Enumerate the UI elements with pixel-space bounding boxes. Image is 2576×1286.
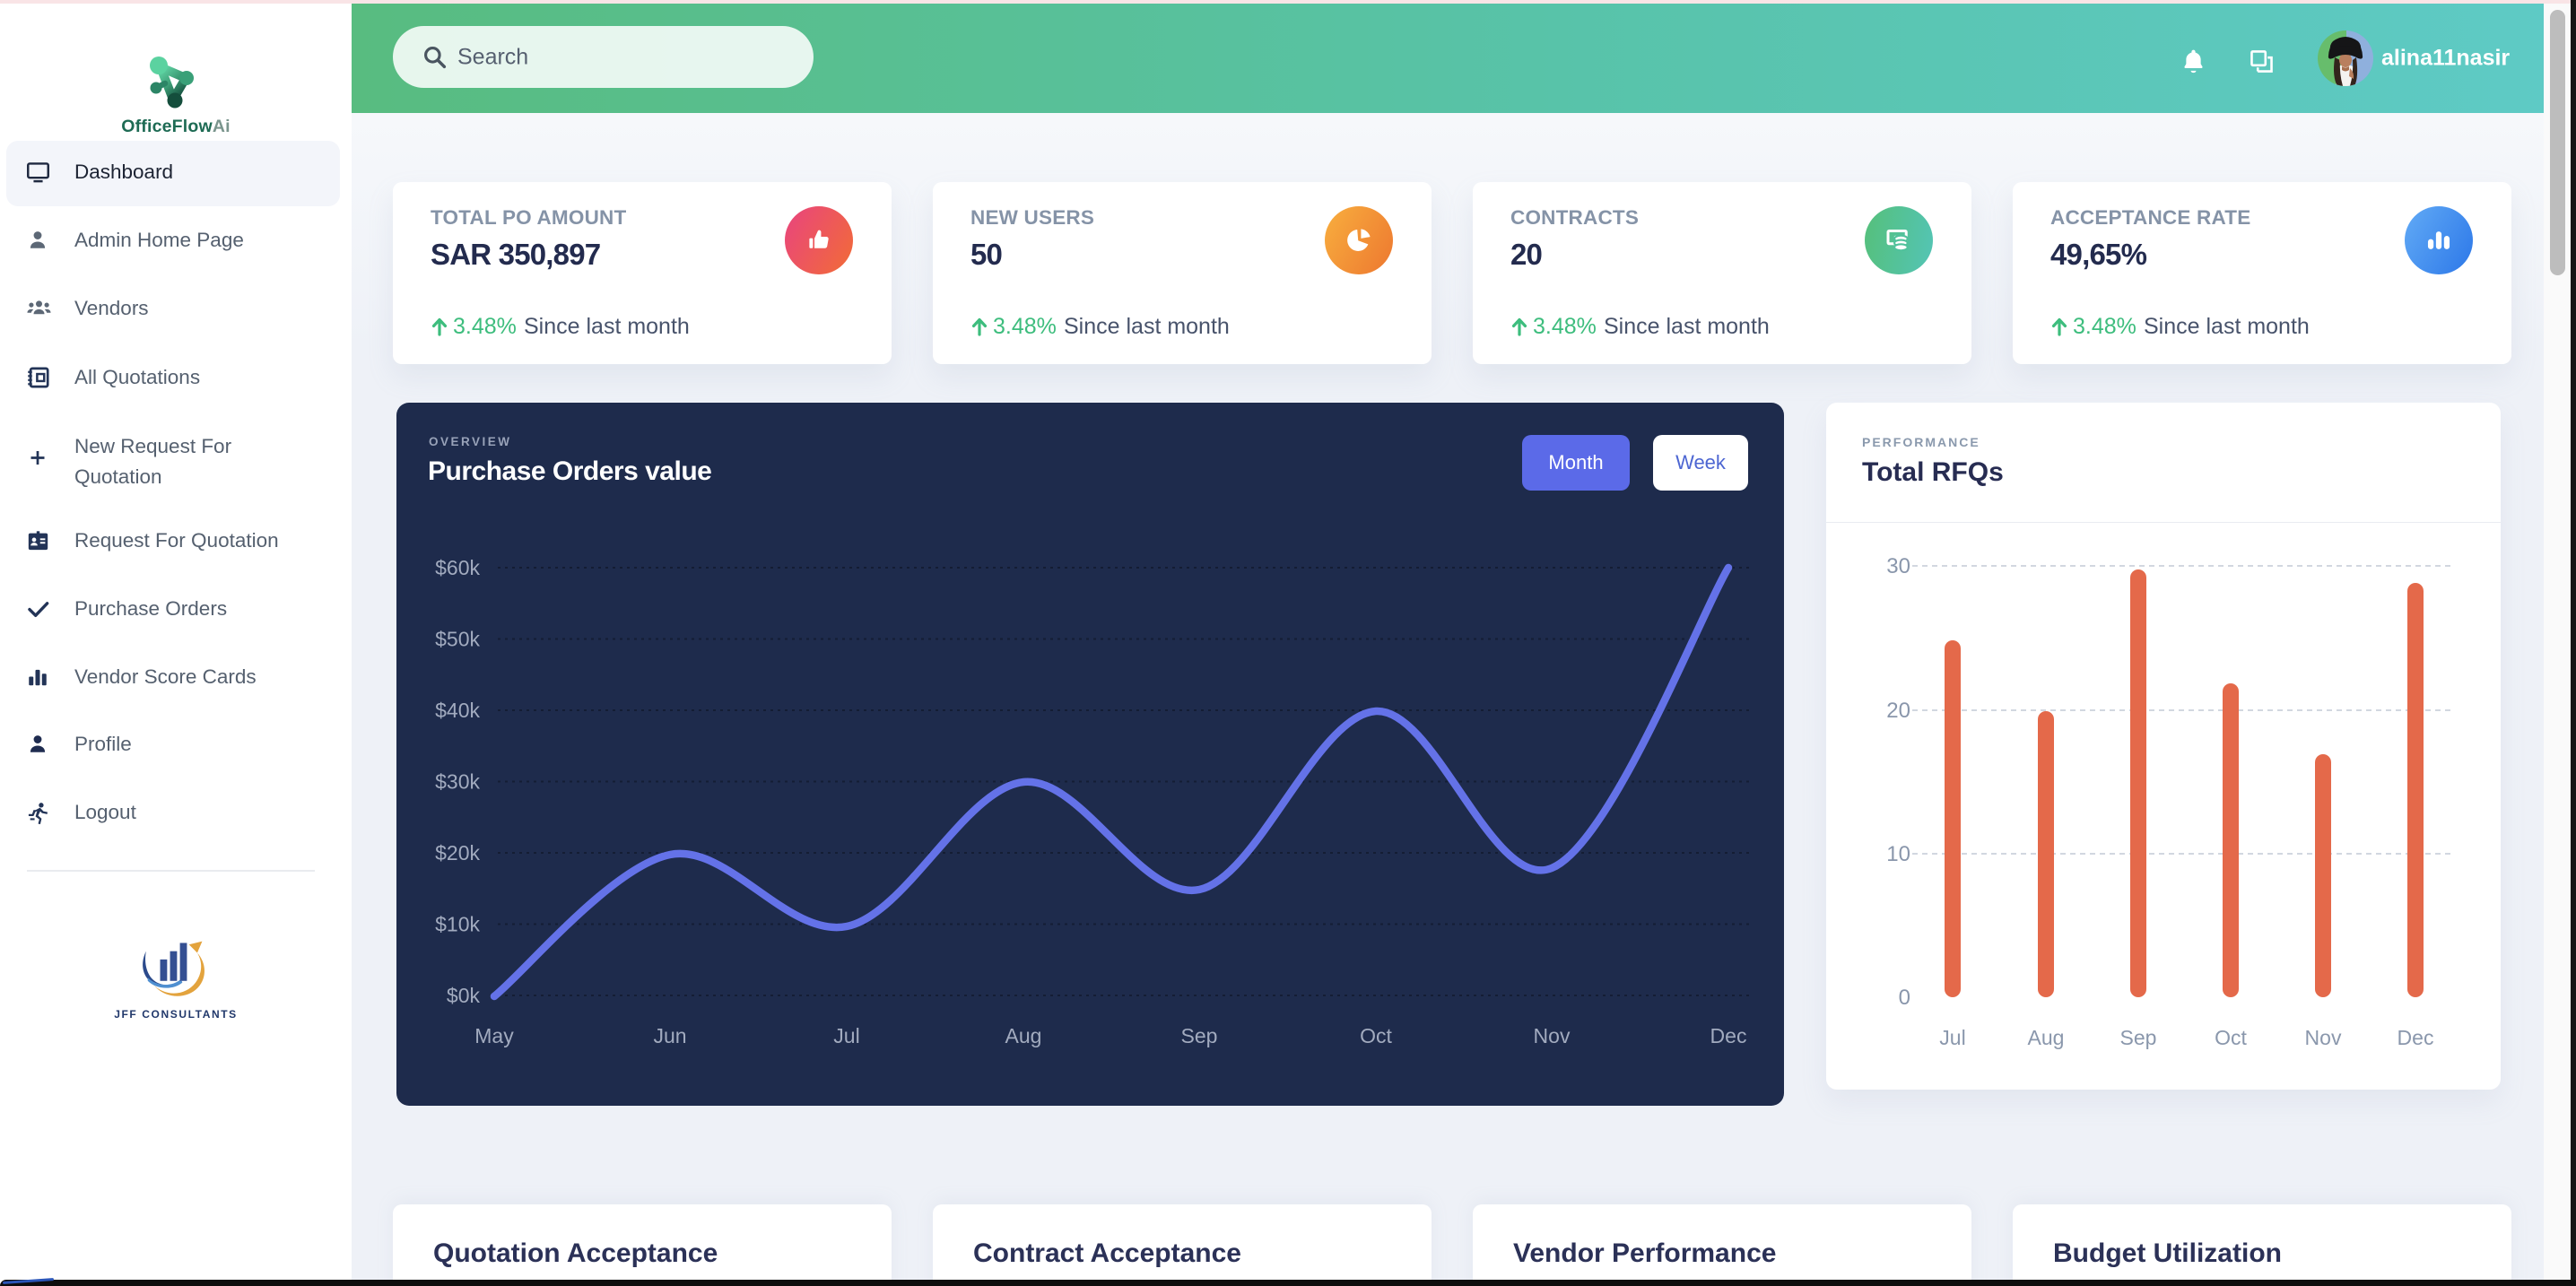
svg-text:Nov: Nov xyxy=(1534,1024,1571,1047)
svg-text:Jul: Jul xyxy=(1939,1026,1965,1049)
svg-text:Jul: Jul xyxy=(833,1024,859,1047)
svg-text:Oct: Oct xyxy=(1360,1024,1392,1047)
svg-text:$30k: $30k xyxy=(435,770,480,794)
svg-text:Sep: Sep xyxy=(1181,1024,1218,1047)
svg-text:Jun: Jun xyxy=(653,1024,686,1047)
svg-text:$0k: $0k xyxy=(447,984,481,1007)
svg-text:Aug: Aug xyxy=(2028,1026,2065,1049)
svg-text:30: 30 xyxy=(1886,554,1910,578)
svg-text:Dec: Dec xyxy=(2398,1026,2434,1049)
svg-text:$20k: $20k xyxy=(435,841,480,865)
svg-text:0: 0 xyxy=(1899,986,1910,1010)
svg-text:Dec: Dec xyxy=(1710,1024,1747,1047)
svg-text:Aug: Aug xyxy=(1005,1024,1042,1047)
svg-text:20: 20 xyxy=(1886,699,1910,723)
svg-text:$60k: $60k xyxy=(435,556,480,579)
svg-text:Sep: Sep xyxy=(2120,1026,2157,1049)
svg-text:Nov: Nov xyxy=(2305,1026,2342,1049)
svg-text:$50k: $50k xyxy=(435,628,480,651)
svg-text:$10k: $10k xyxy=(435,913,480,936)
svg-text:Oct: Oct xyxy=(2215,1026,2247,1049)
svg-text:10: 10 xyxy=(1886,842,1910,866)
svg-text:$40k: $40k xyxy=(435,699,480,722)
svg-text:May: May xyxy=(474,1024,514,1047)
